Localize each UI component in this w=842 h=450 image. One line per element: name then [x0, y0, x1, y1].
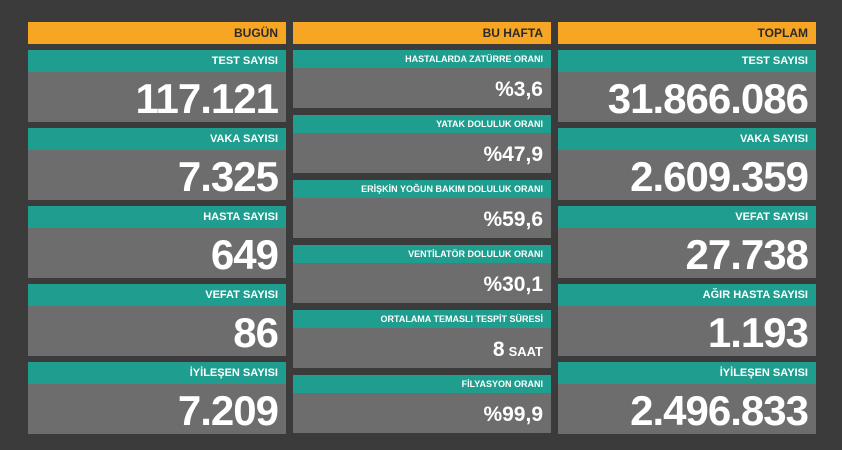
stat-value: %3,6: [495, 78, 543, 101]
stat-value-box: 2.496.833: [558, 384, 816, 434]
stat-value: 117.121: [135, 75, 279, 122]
stat-value: 31.866.086: [607, 75, 809, 122]
stat-item: ERİŞKİN YOĞUN BAKIM DOLULUK ORANI %59,6: [293, 180, 551, 238]
stat-value: %99,9: [483, 403, 543, 426]
stat-value-box: 7.209: [28, 384, 286, 434]
stat-item: VAKA SAYISI 7.325: [28, 128, 286, 200]
stat-value-box: 31.866.086: [558, 72, 816, 122]
stat-value: 7.209: [177, 387, 279, 434]
stat-value-box: 7.325: [28, 150, 286, 200]
stat-unit: SAAT: [508, 344, 543, 359]
stat-item: VEFAT SAYISI 86: [28, 284, 286, 356]
stat-value-box: 649: [28, 228, 286, 278]
column: TOPLAM TEST SAYISI 31.866.086 VAKA SAYISI 2.…: [558, 22, 816, 434]
stat-value-box: 117.121: [28, 72, 286, 122]
stat-value: 8: [492, 338, 505, 361]
stat-label: TEST SAYISI: [28, 50, 286, 72]
column-header: TOPLAM: [558, 22, 816, 44]
stat-value: 7.325: [177, 153, 279, 200]
stat-value: 2.609.359: [630, 153, 809, 200]
stat-item: İYİLEŞEN SAYISI 2.496.833: [558, 362, 816, 434]
stat-value: 27.738: [685, 231, 809, 278]
stat-value-box: 86: [28, 306, 286, 356]
stat-item: VEFAT SAYISI 27.738: [558, 206, 816, 278]
stat-label: VEFAT SAYISI: [28, 284, 286, 306]
stat-value-box: %3,6: [293, 68, 551, 108]
stat-value-box: 27.738: [558, 228, 816, 278]
stat-value-box: %47,9: [293, 133, 551, 173]
stat-label: İYİLEŞEN SAYISI: [28, 362, 286, 384]
stat-label: YATAK DOLULUK ORANI: [293, 115, 551, 133]
stat-value: %59,6: [483, 208, 543, 231]
stat-item: HASTALARDA ZATÜRRE ORANI %3,6: [293, 50, 551, 108]
stat-value: 649: [210, 231, 279, 278]
stat-value: %47,9: [483, 143, 543, 166]
stat-item: TEST SAYISI 31.866.086: [558, 50, 816, 122]
stat-label: ORTALAMA TEMASLI TESPİT SÜRESİ: [293, 310, 551, 328]
stat-value-box: %30,1: [293, 263, 551, 303]
stat-value: 86: [233, 309, 279, 356]
stat-item: AĞIR HASTA SAYISI 1.193: [558, 284, 816, 356]
stat-item: TEST SAYISI 117.121: [28, 50, 286, 122]
stat-label: AĞIR HASTA SAYISI: [558, 284, 816, 306]
stat-value: %30,1: [483, 273, 543, 296]
column: BU HAFTA HASTALARDA ZATÜRRE ORANI %3,6 YATA…: [293, 22, 551, 433]
stat-value-box: 8 SAAT: [293, 328, 551, 368]
column-header: BU HAFTA: [293, 22, 551, 44]
stat-value-box: %99,9: [293, 393, 551, 433]
stat-label: HASTA SAYISI: [28, 206, 286, 228]
stat-item: YATAK DOLULUK ORANI %47,9: [293, 115, 551, 173]
stat-value-box: 2.609.359: [558, 150, 816, 200]
column: BUGÜN TEST SAYISI 117.121 VAKA SAYISI 7.325 H…: [28, 22, 286, 434]
stat-label: HASTALARDA ZATÜRRE ORANI: [293, 50, 551, 68]
stat-item: FİLYASYON ORANI %99,9: [293, 375, 551, 433]
stat-value-box: %59,6: [293, 198, 551, 238]
stat-value-box: 1.193: [558, 306, 816, 356]
stat-label: VEFAT SAYISI: [558, 206, 816, 228]
stat-label: TEST SAYISI: [558, 50, 816, 72]
stat-item: İYİLEŞEN SAYISI 7.209: [28, 362, 286, 434]
stat-item: VAKA SAYISI 2.609.359: [558, 128, 816, 200]
stat-item: ORTALAMA TEMASLI TESPİT SÜRESİ 8 SAAT: [293, 310, 551, 368]
stat-item: VENTİLATÖR DOLULUK ORANI %30,1: [293, 245, 551, 303]
stat-label: ERİŞKİN YOĞUN BAKIM DOLULUK ORANI: [293, 180, 551, 198]
stat-label: İYİLEŞEN SAYISI: [558, 362, 816, 384]
column-header: BUGÜN: [28, 22, 286, 44]
stat-label: VENTİLATÖR DOLULUK ORANI: [293, 245, 551, 263]
stat-item: HASTA SAYISI 649: [28, 206, 286, 278]
stat-label: FİLYASYON ORANI: [293, 375, 551, 393]
stat-value: 1.193: [707, 309, 809, 356]
stat-value: 2.496.833: [630, 387, 809, 434]
stat-label: VAKA SAYISI: [28, 128, 286, 150]
stat-label: VAKA SAYISI: [558, 128, 816, 150]
